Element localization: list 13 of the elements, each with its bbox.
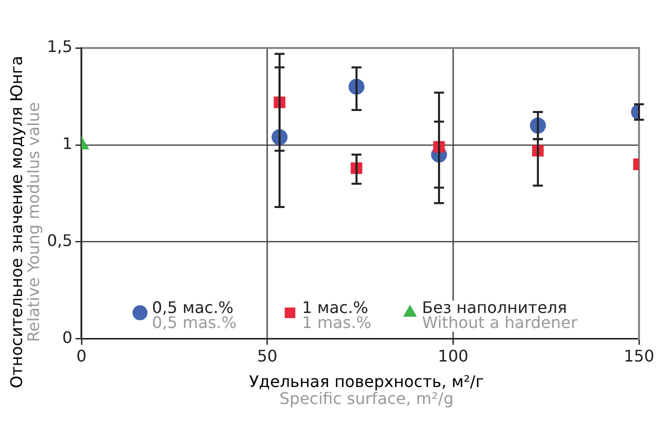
legend-label: Без наполнителя Without a hardener <box>422 298 578 332</box>
x-tick-label: 50 <box>257 346 278 366</box>
x-tick-label: 150 <box>624 346 654 366</box>
y-tick-label: 1,5 <box>46 37 72 56</box>
y-tick-label: 1 <box>62 134 72 154</box>
x-tick-label: 100 <box>438 346 468 366</box>
y-axis-title: Относительное значение модуля Юнга Relative Young modulus value <box>7 54 43 390</box>
y-tick-label: 0,5 <box>46 231 72 250</box>
legend-label: 1 мас.% 1 mas.% <box>302 298 372 332</box>
x-axis-title: Удельная поверхность, м²/г Specific surface, m²/g <box>248 372 485 408</box>
legend-label: 0,5 мас.% 0,5 mas.% <box>152 298 237 332</box>
y-tick-label: 0 <box>62 328 72 347</box>
x-tick-label: 0 <box>76 346 87 366</box>
